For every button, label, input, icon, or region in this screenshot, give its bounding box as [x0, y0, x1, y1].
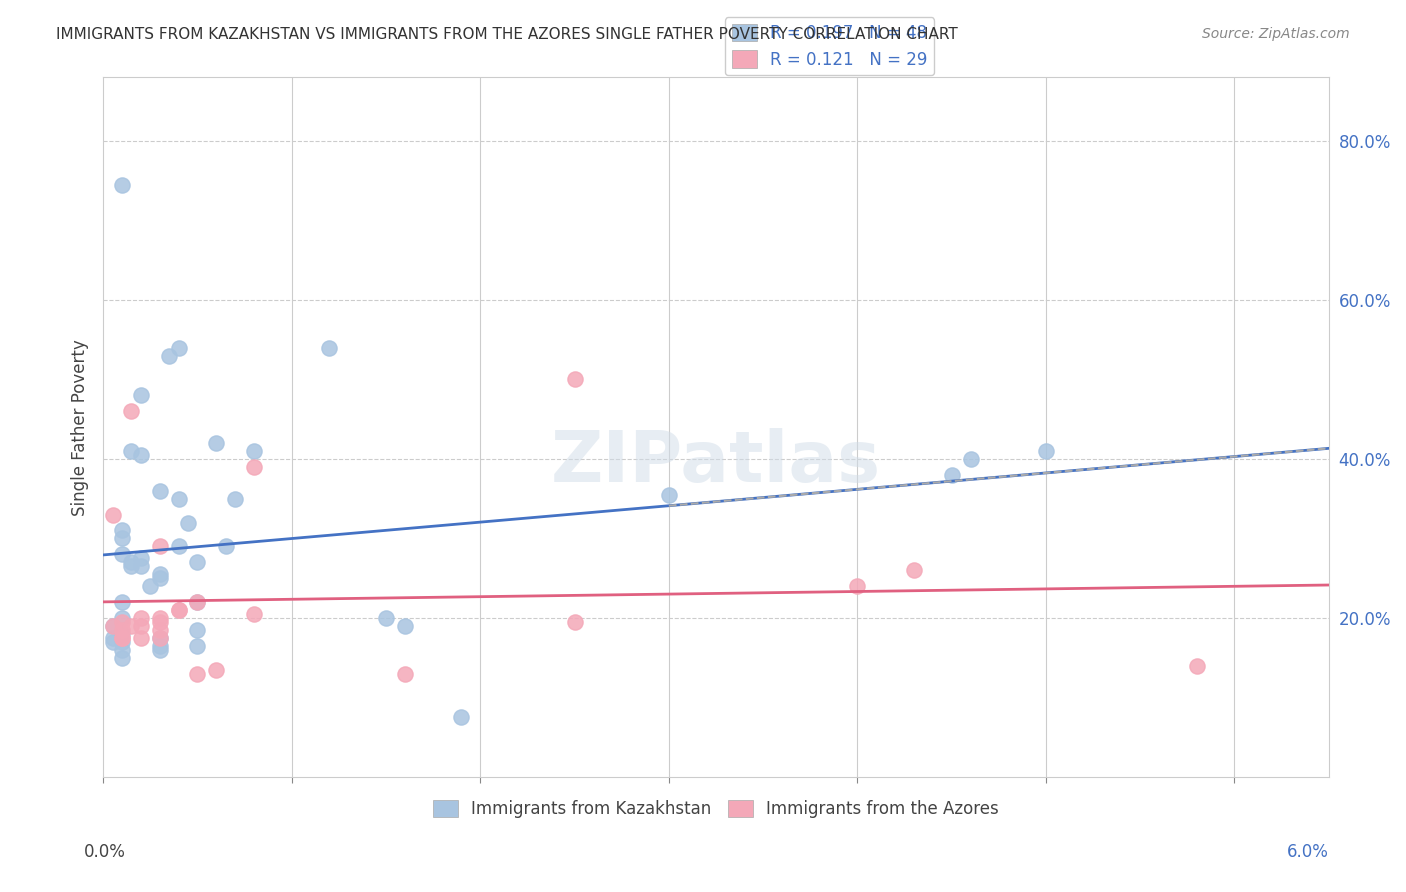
Point: [120, 444, 142, 458]
Point: [111, 595, 134, 609]
Point: [111, 623, 134, 637]
Point: [120, 404, 142, 418]
Point: [205, 663, 228, 677]
Point: [167, 540, 190, 554]
Point: [224, 491, 246, 506]
Point: [375, 611, 398, 625]
Point: [658, 488, 681, 502]
Point: [564, 372, 586, 386]
Point: [215, 540, 238, 554]
Point: [157, 349, 180, 363]
Point: [120, 619, 142, 633]
Point: [111, 634, 134, 648]
Point: [129, 559, 152, 574]
Point: [243, 459, 266, 474]
Point: [111, 178, 134, 192]
Point: [111, 524, 134, 538]
Point: [167, 491, 190, 506]
Point: [111, 627, 134, 641]
Point: [149, 567, 172, 582]
Point: [129, 551, 152, 566]
Point: [564, 615, 586, 629]
Point: [149, 540, 172, 554]
Y-axis label: Single Father Poverty: Single Father Poverty: [72, 339, 89, 516]
Point: [167, 603, 190, 617]
Point: [186, 595, 208, 609]
Point: [111, 547, 134, 561]
Point: [149, 611, 172, 625]
Point: [243, 444, 266, 458]
Point: [111, 611, 134, 625]
Text: 0.0%: 0.0%: [84, 843, 127, 861]
Text: ZIPatlas: ZIPatlas: [551, 427, 882, 497]
Point: [129, 631, 152, 645]
Point: [1035, 444, 1057, 458]
Point: [450, 710, 472, 724]
Point: [394, 619, 416, 633]
Point: [101, 634, 124, 648]
Point: [120, 559, 142, 574]
Point: [111, 650, 134, 665]
Point: [101, 631, 124, 645]
Point: [959, 452, 981, 467]
Point: [101, 619, 124, 633]
Point: [167, 341, 190, 355]
Point: [149, 483, 172, 498]
Text: IMMIGRANTS FROM KAZAKHSTAN VS IMMIGRANTS FROM THE AZORES SINGLE FATHER POVERTY C: IMMIGRANTS FROM KAZAKHSTAN VS IMMIGRANTS…: [56, 27, 957, 42]
Point: [149, 639, 172, 653]
Point: [186, 555, 208, 569]
Point: [186, 666, 208, 681]
Point: [186, 639, 208, 653]
Point: [941, 467, 963, 482]
Point: [177, 516, 200, 530]
Point: [149, 631, 172, 645]
Point: [129, 619, 152, 633]
Point: [129, 611, 152, 625]
Legend: Immigrants from Kazakhstan, Immigrants from the Azores: Immigrants from Kazakhstan, Immigrants f…: [426, 793, 1005, 824]
Point: [318, 341, 340, 355]
Point: [243, 607, 266, 621]
Point: [101, 619, 124, 633]
Point: [394, 666, 416, 681]
Text: 6.0%: 6.0%: [1286, 843, 1329, 861]
Point: [111, 532, 134, 546]
Point: [111, 615, 134, 629]
Point: [167, 603, 190, 617]
Point: [149, 642, 172, 657]
Point: [129, 388, 152, 402]
Point: [139, 579, 162, 593]
Point: [129, 448, 152, 462]
Point: [186, 595, 208, 609]
Point: [149, 631, 172, 645]
Text: Source: ZipAtlas.com: Source: ZipAtlas.com: [1202, 27, 1350, 41]
Point: [903, 563, 925, 577]
Point: [111, 631, 134, 645]
Point: [111, 642, 134, 657]
Point: [120, 555, 142, 569]
Point: [111, 631, 134, 645]
Point: [149, 571, 172, 585]
Point: [846, 579, 869, 593]
Point: [205, 436, 228, 450]
Point: [1185, 658, 1208, 673]
Point: [149, 623, 172, 637]
Point: [101, 508, 124, 522]
Point: [186, 623, 208, 637]
Point: [149, 615, 172, 629]
